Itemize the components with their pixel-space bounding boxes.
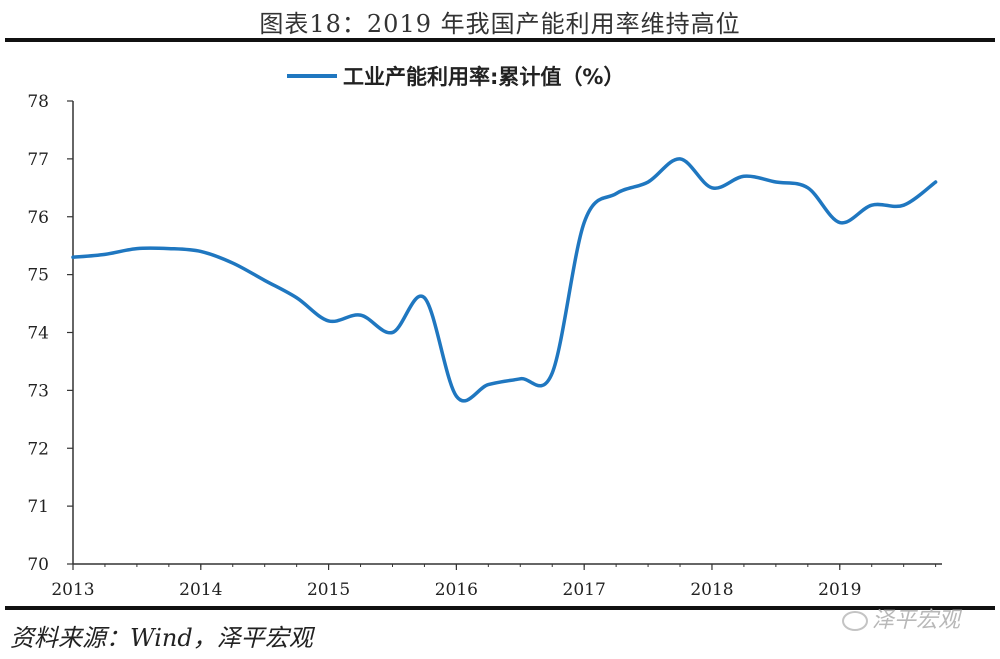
data-point [903, 205, 904, 206]
data-point [648, 182, 649, 183]
y-tick-label: 71 [27, 497, 49, 517]
data-point [136, 248, 137, 249]
data-point [680, 158, 681, 159]
y-tick-label: 76 [27, 208, 49, 228]
data-point [584, 222, 585, 223]
y-tick-label: 74 [27, 324, 49, 344]
data-point [488, 384, 489, 385]
y-tick-label: 70 [27, 555, 49, 575]
x-tick-label: 2017 [563, 580, 606, 600]
y-tick-label: 72 [27, 439, 49, 459]
legend-label: 工业产能利用率:累计值（%） [343, 65, 624, 89]
data-point [807, 187, 808, 188]
data-point [743, 176, 744, 177]
wechat-icon [842, 611, 868, 631]
bottom-rule [5, 606, 995, 610]
legend: 工业产能利用率:累计值（%） [287, 65, 624, 89]
x-tick-label: 2019 [818, 580, 861, 600]
y-tick-label: 75 [27, 266, 49, 286]
y-tick-label: 73 [27, 381, 49, 401]
data-point [552, 373, 553, 374]
data-point [296, 297, 297, 298]
x-tick-label: 2016 [435, 580, 478, 600]
plot-area [71, 157, 938, 403]
y-tick-label: 78 [27, 92, 49, 112]
source-note: 资料来源：Wind，泽平宏观 [10, 624, 313, 652]
data-point [456, 396, 457, 397]
line-chart: 工业产能利用率:累计值（%） 70 71 72 73 74 75 76 77 78 2013 201… [27, 65, 942, 600]
data-point [328, 320, 329, 321]
data-point [839, 222, 840, 223]
watermark-text: 泽平宏观 [872, 608, 961, 633]
data-point [232, 263, 233, 264]
data-point [200, 251, 201, 252]
data-point [168, 248, 169, 249]
figure-title: 图表18：2019 年我国产能利用率维持高位 [259, 10, 741, 38]
data-point [711, 187, 712, 188]
data-point [73, 257, 74, 258]
data-point [104, 254, 105, 255]
x-tick-label: 2013 [51, 580, 94, 600]
x-tick-label: 2014 [179, 580, 222, 600]
watermark: 泽平宏观 [842, 602, 960, 634]
data-point [360, 315, 361, 316]
data-point [264, 280, 265, 281]
axes: 70 71 72 73 74 75 76 77 78 2013 2014 2015 2016 2017 20… [27, 92, 942, 600]
top-rule [5, 38, 995, 42]
data-point [871, 205, 872, 206]
x-tick-label: 2018 [690, 580, 733, 600]
data-point [775, 182, 776, 183]
y-tick-label: 77 [27, 150, 49, 170]
series-line [71, 157, 938, 403]
data-point [935, 182, 936, 183]
x-tick-label: 2015 [307, 580, 350, 600]
data-point [424, 297, 425, 298]
data-point [392, 332, 393, 333]
data-point [520, 378, 521, 379]
data-point [616, 193, 617, 194]
